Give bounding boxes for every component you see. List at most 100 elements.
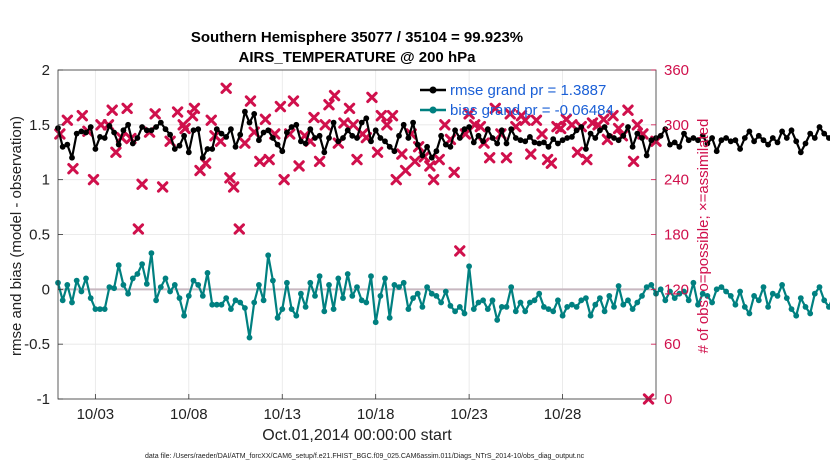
legend-bias-marker <box>429 106 437 114</box>
rmse-point <box>751 138 757 145</box>
bias-point <box>662 297 669 304</box>
rmse-point <box>400 121 407 128</box>
rmse-point <box>718 137 725 144</box>
bias-point <box>601 308 608 315</box>
rmse-point <box>307 126 314 133</box>
rmse-point <box>541 139 547 146</box>
rmse-point <box>447 143 454 150</box>
bias-point <box>171 282 178 288</box>
obs-marker <box>530 114 543 126</box>
bias-point <box>755 297 762 304</box>
obs-marker-cross <box>581 153 593 166</box>
bias-point <box>134 271 141 277</box>
rmse-point <box>199 154 206 161</box>
x-tick-label: 10/03 <box>77 406 115 423</box>
rmse-point <box>218 130 225 137</box>
bias-point <box>559 312 566 319</box>
bias-point <box>606 293 613 299</box>
bias-point <box>162 275 169 282</box>
obs-marker-cross <box>171 106 184 118</box>
bias-point <box>583 295 589 301</box>
rmse-point <box>251 111 258 117</box>
obs-marker-cross <box>179 122 191 135</box>
x-tick-label: 10/23 <box>450 406 488 423</box>
rmse-point <box>73 130 80 137</box>
bias-point <box>527 299 533 306</box>
bias-point <box>723 288 729 295</box>
rmse-point <box>578 124 585 130</box>
obs-marker <box>581 153 593 166</box>
rmse-point <box>265 127 272 134</box>
rmse-point <box>115 141 122 148</box>
bias-point <box>751 293 757 299</box>
obs-marker <box>375 109 387 122</box>
bias-point <box>676 290 683 297</box>
bias-point <box>793 312 800 319</box>
y-right-tick-label: 240 <box>664 172 689 189</box>
bias-point <box>690 279 697 286</box>
rmse-point <box>709 135 715 141</box>
rmse-point <box>592 135 599 141</box>
obs-marker-cross <box>525 148 537 160</box>
bias-point <box>578 297 585 304</box>
rmse-point <box>335 138 342 145</box>
bias-point <box>125 290 131 297</box>
rmse-point <box>176 142 183 149</box>
rmse-point <box>293 121 300 128</box>
bias-point <box>545 306 552 312</box>
obs-marker-cross <box>566 119 578 131</box>
bias-point <box>340 295 346 301</box>
obs-marker <box>287 95 300 107</box>
rmse-point <box>615 137 622 144</box>
rmse-point <box>97 134 103 140</box>
rmse-point <box>671 139 678 146</box>
bias-point <box>625 297 631 304</box>
bias-point <box>251 299 258 306</box>
obs-marker <box>500 152 513 164</box>
bias-point <box>87 295 94 301</box>
rmse-point <box>171 146 178 152</box>
rmse-point <box>69 154 75 161</box>
obs-marker-cross <box>631 119 644 131</box>
obs-marker-cross <box>371 146 384 158</box>
rmse-point <box>629 143 636 150</box>
rmse-point <box>456 135 463 141</box>
rmse-point <box>181 132 188 139</box>
bias-point <box>218 301 225 308</box>
bias-point <box>410 295 416 301</box>
y-tick-label: 0.5 <box>29 227 50 244</box>
bias-point <box>405 306 412 312</box>
bias-point <box>59 297 66 304</box>
rmse-point <box>125 121 131 128</box>
rmse-point <box>377 135 384 141</box>
obs-marker-cross <box>597 113 610 126</box>
obs-marker-cross <box>224 172 236 184</box>
obs-marker-cross <box>188 102 201 115</box>
bias-point <box>727 293 734 299</box>
obs-marker-cross <box>439 119 451 131</box>
rmse-point <box>256 137 262 144</box>
rmse-point <box>681 130 687 137</box>
bias-point <box>228 306 234 312</box>
bias-point <box>199 293 206 299</box>
obs-marker-cross <box>259 113 272 126</box>
bias-point <box>452 308 458 315</box>
plot-area: 10/03 10/08 10/13 10/18 10/23 10/28 -1 -0.5 0 0.5… <box>24 62 830 423</box>
obs-marker <box>409 155 421 168</box>
bias-point <box>78 288 85 295</box>
bias-point <box>284 279 290 286</box>
rmse-point <box>153 124 160 130</box>
obs-marker-cross <box>220 82 232 94</box>
bias-point <box>769 290 776 297</box>
obs-marker <box>323 99 335 111</box>
y-right-tick-label: 120 <box>664 281 689 298</box>
rmse-point <box>480 138 486 145</box>
rmse-point <box>769 135 776 141</box>
obs-marker <box>328 89 341 102</box>
rmse-point <box>237 131 244 138</box>
rmse-point <box>517 137 524 144</box>
y-tick-label: 0 <box>42 281 50 298</box>
legend-rmse-label: rmse grand pr = 1.3887 <box>450 82 606 99</box>
rmse-point <box>442 141 449 148</box>
bias-point <box>232 297 239 304</box>
